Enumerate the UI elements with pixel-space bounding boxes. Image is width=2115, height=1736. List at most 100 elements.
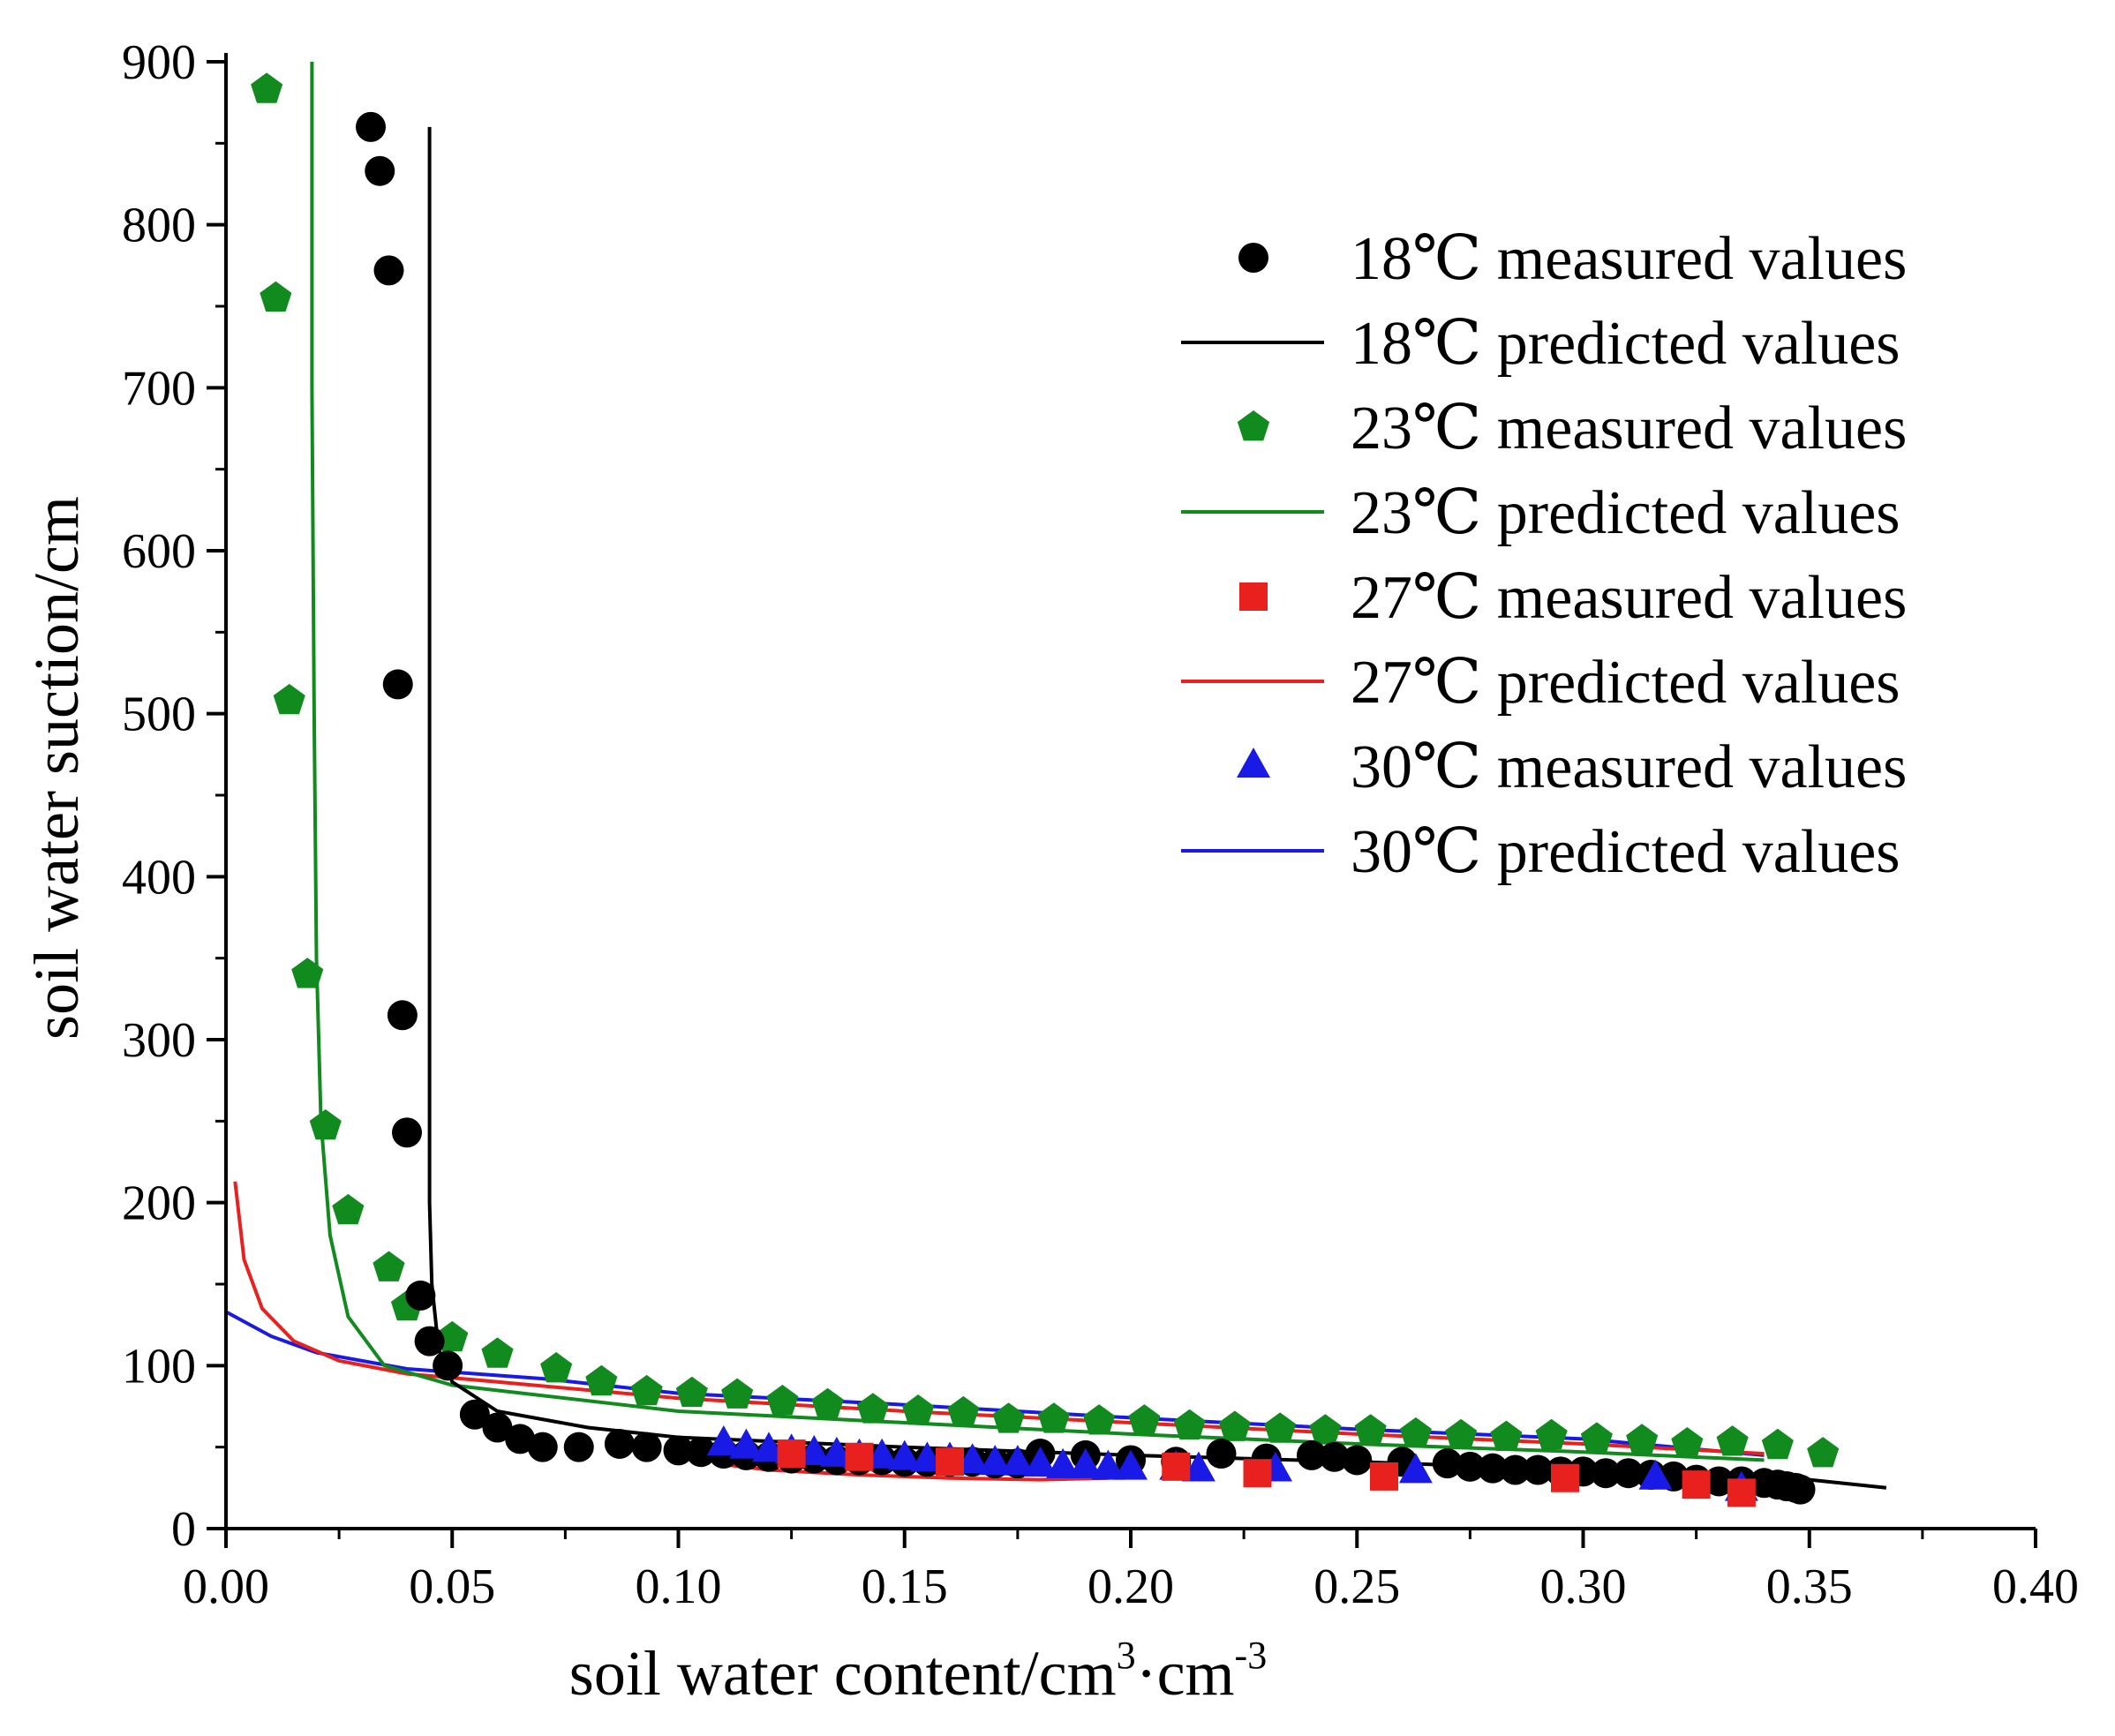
x-tick-label: 0.10 — [636, 1559, 722, 1614]
data-point-m18 — [604, 1428, 635, 1459]
x-axis-title-mid: ·cm — [1136, 1638, 1235, 1709]
data-point-m18 — [563, 1432, 594, 1462]
series-line-p27 — [233, 1181, 1765, 1456]
data-point-m18 — [392, 1117, 422, 1148]
data-point-m30 — [910, 1441, 945, 1472]
data-point-m30 — [1000, 1445, 1035, 1476]
data-point-m23 — [1716, 1425, 1749, 1456]
data-point-m30 — [729, 1428, 764, 1459]
data-point-m18 — [373, 255, 404, 286]
x-tick-label: 0.30 — [1540, 1559, 1627, 1614]
data-point-m23 — [902, 1394, 935, 1425]
data-point-m18 — [527, 1432, 558, 1462]
y-tick-label: 300 — [122, 1013, 196, 1068]
x-axis-title: soil water content/cm3·cm-3 — [569, 1634, 1267, 1709]
data-point-m18 — [631, 1432, 662, 1462]
data-point-m23 — [1807, 1437, 1840, 1468]
data-point-m18 — [1455, 1451, 1486, 1482]
data-point-m30 — [1398, 1453, 1433, 1484]
data-point-m23 — [1173, 1409, 1206, 1439]
x-axis-title-main: soil water content/cm — [569, 1638, 1117, 1709]
legend-label-p27: 27℃ predicted values — [1351, 649, 1900, 717]
data-point-m18 — [382, 669, 413, 700]
data-point-m18 — [663, 1435, 694, 1466]
data-point-m23 — [332, 1193, 365, 1225]
data-point-m18 — [387, 1000, 418, 1031]
x-tick-label: 0.25 — [1313, 1559, 1400, 1614]
data-point-m18 — [1613, 1458, 1644, 1489]
data-point-m23 — [373, 1251, 405, 1281]
data-point-m27 — [1682, 1470, 1711, 1499]
data-point-m18 — [1319, 1441, 1350, 1472]
data-point-m23 — [1037, 1402, 1070, 1433]
data-point-m23 — [630, 1374, 663, 1406]
data-point-m30 — [955, 1443, 990, 1474]
data-point-m23 — [1671, 1427, 1704, 1458]
data-point-m30 — [1114, 1449, 1148, 1480]
legend-label-m23: 23℃ measured values — [1351, 395, 1907, 462]
data-point-m27 — [1551, 1463, 1579, 1492]
y-tick-label: 200 — [122, 1176, 196, 1231]
data-point-m23 — [721, 1378, 754, 1409]
data-point-m23 — [1354, 1414, 1387, 1445]
data-point-m23 — [1535, 1418, 1568, 1450]
data-point-m18 — [505, 1424, 536, 1454]
data-point-m23 — [1128, 1404, 1161, 1435]
legend-label-p23: 23℃ predicted values — [1351, 479, 1900, 547]
data-point-m27 — [1162, 1452, 1191, 1481]
data-point-m30 — [1046, 1447, 1080, 1478]
x-axis-title-sup2: -3 — [1235, 1634, 1268, 1677]
axes: 0.00 0.05 0.10 0.15 0.20 0.25 0.30 0.35 0.40 0 100… — [122, 35, 2079, 1614]
y-tick-label: 100 — [122, 1339, 196, 1394]
data-point-m23 — [260, 281, 292, 312]
legend: 18℃ measured values 18℃ predicted values 2… — [1181, 225, 1907, 886]
data-point-m23 — [1218, 1410, 1251, 1441]
data-point-m27 — [936, 1447, 964, 1477]
data-point-m18 — [1297, 1439, 1327, 1470]
data-point-m18 — [1432, 1448, 1463, 1479]
data-point-m23 — [1309, 1414, 1342, 1445]
legend-label-m30: 30℃ measured values — [1351, 733, 1907, 801]
data-point-m23 — [540, 1352, 573, 1383]
y-tick-label: 600 — [122, 524, 196, 579]
data-point-m23 — [1445, 1418, 1478, 1450]
x-axis-title-sup1: 3 — [1117, 1634, 1136, 1677]
data-point-m23 — [1264, 1412, 1297, 1443]
legend-marker-m30 — [1237, 748, 1270, 778]
data-point-m23 — [309, 1108, 342, 1140]
data-point-m27 — [1727, 1478, 1756, 1507]
x-tick-label: 0.40 — [1992, 1559, 2079, 1614]
data-point-m18 — [356, 111, 386, 142]
data-point-m30 — [819, 1436, 854, 1467]
y-tick-label: 800 — [122, 199, 196, 253]
data-point-m23 — [1761, 1428, 1794, 1460]
data-point-m27 — [777, 1439, 806, 1469]
y-tick-label: 0 — [171, 1502, 196, 1557]
data-point-m18 — [1591, 1458, 1622, 1489]
data-point-m27 — [1243, 1459, 1272, 1488]
data-point-m27 — [845, 1442, 874, 1471]
data-point-m23 — [273, 683, 305, 715]
data-point-m18 — [1478, 1453, 1508, 1484]
data-point-m18 — [405, 1280, 436, 1311]
data-point-m18 — [686, 1437, 717, 1468]
y-axis-title: soil water suction/cm — [21, 496, 92, 1040]
data-point-m30 — [1068, 1447, 1103, 1478]
data-point-m23 — [585, 1364, 618, 1396]
legend-marker-m23 — [1237, 410, 1270, 441]
legend-label-p30: 30℃ predicted values — [1351, 818, 1900, 886]
legend-label-m27: 27℃ measured values — [1351, 564, 1907, 632]
data-point-m23 — [675, 1376, 708, 1408]
data-point-m18 — [1704, 1466, 1735, 1497]
data-point-m18 — [365, 155, 395, 186]
data-point-m23 — [1580, 1422, 1613, 1453]
data-point-m18 — [1523, 1454, 1554, 1485]
data-point-m30 — [1023, 1446, 1058, 1477]
legend-label-m18: 18℃ measured values — [1351, 225, 1907, 293]
data-point-m18 — [459, 1399, 490, 1430]
data-point-m23 — [766, 1385, 799, 1416]
series-points-m23 — [251, 72, 1840, 1468]
x-tick-label: 0.00 — [183, 1559, 269, 1614]
data-point-m23 — [1626, 1424, 1659, 1454]
data-point-m23 — [992, 1402, 1025, 1433]
